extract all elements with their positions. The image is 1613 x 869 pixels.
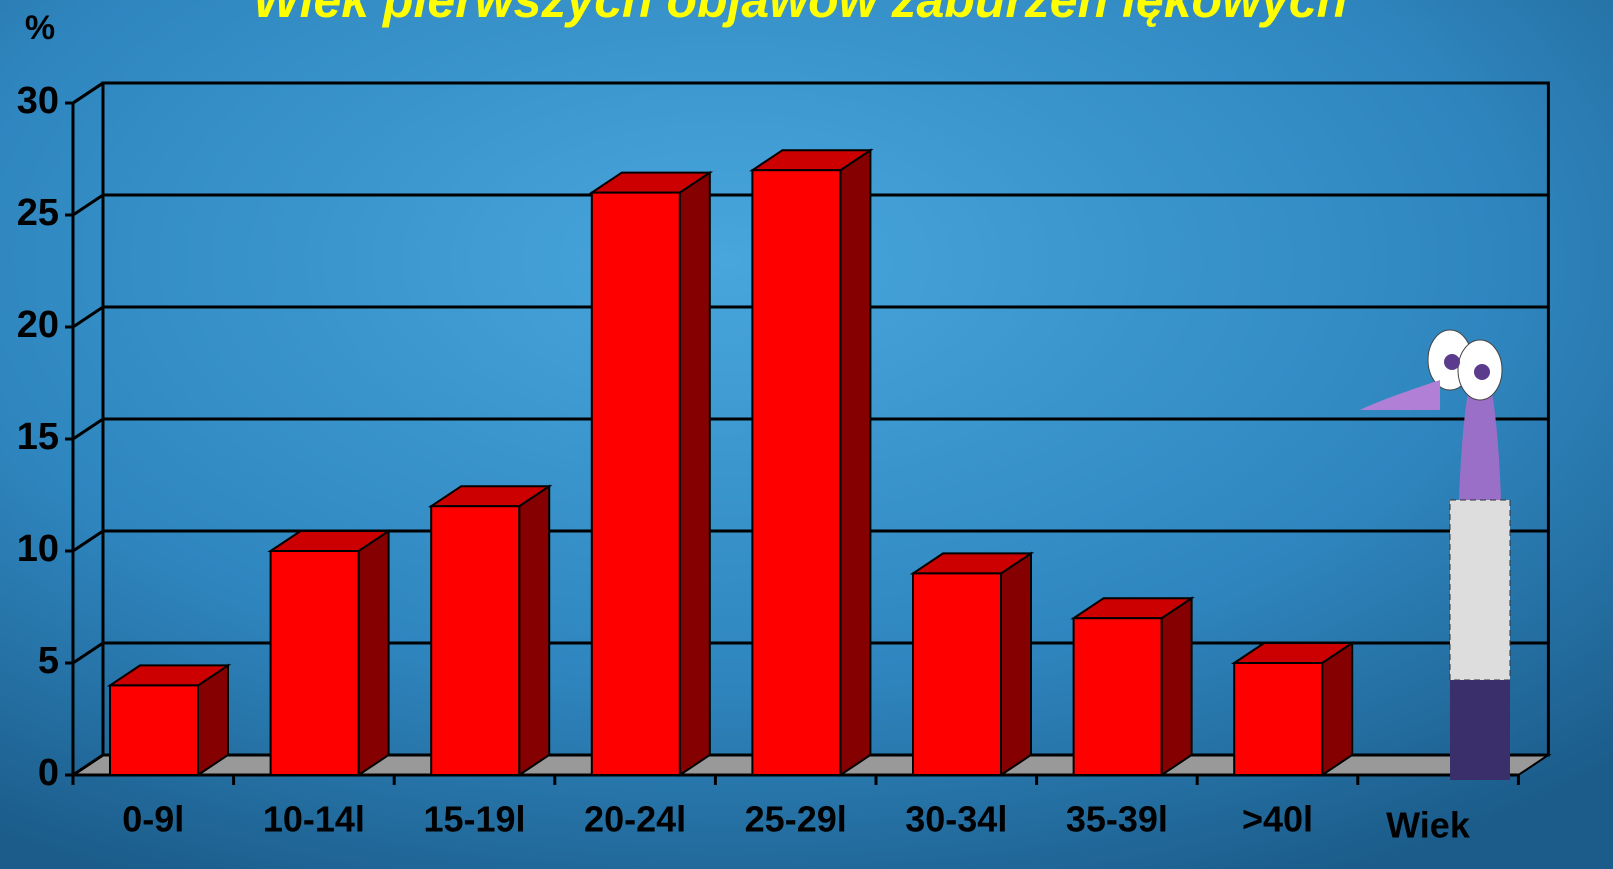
x-tick-label: 0-9l	[122, 799, 184, 840]
character-vest	[1450, 500, 1510, 680]
bar	[752, 170, 840, 775]
chart: 0 5 10 15 20 25 30 0-9l 10-14l 15-19l 20-24l 25-29l…	[0, 0, 1613, 869]
character-legs	[1450, 680, 1510, 780]
character-pupil	[1444, 354, 1460, 370]
chart-title: Wiek pierwszych objawów zaburzeń lękowyc…	[253, 0, 1347, 28]
character-pupil	[1474, 364, 1490, 380]
x-tick-label: >40l	[1242, 799, 1313, 840]
y-tick-label: 0	[38, 752, 59, 794]
bar-side	[1162, 598, 1192, 775]
bar-side	[359, 531, 389, 775]
bar-side	[1322, 643, 1352, 775]
y-tick-label: 20	[17, 304, 59, 346]
bar	[110, 685, 198, 775]
x-tick-label: 35-39l	[1066, 799, 1168, 840]
y-tick-label: 5	[38, 640, 59, 682]
bar-side	[1001, 553, 1031, 775]
y-tick-label: 30	[17, 80, 59, 122]
bar	[271, 551, 359, 775]
x-tick-label: 20-24l	[584, 799, 686, 840]
y-tick-label: 10	[17, 528, 59, 570]
x-tick-label: 15-19l	[423, 799, 525, 840]
x-axis-label: Wiek	[1386, 805, 1471, 846]
bar	[1074, 618, 1162, 775]
bar	[431, 506, 519, 775]
bar-side	[519, 486, 549, 775]
y-axis-label: %	[25, 9, 55, 47]
bar-side	[840, 150, 870, 775]
y-tick-label: 25	[17, 192, 59, 234]
bar-side	[680, 173, 710, 775]
x-tick-label: 10-14l	[263, 799, 365, 840]
bar	[592, 193, 680, 775]
page: {"chart_data": {"type": "bar3d", "title"…	[0, 0, 1613, 869]
x-tick-label: 30-34l	[905, 799, 1007, 840]
y-tick-label: 15	[17, 416, 59, 458]
bar	[913, 573, 1001, 775]
x-tick-label: 25-29l	[745, 799, 847, 840]
bar	[1234, 663, 1322, 775]
